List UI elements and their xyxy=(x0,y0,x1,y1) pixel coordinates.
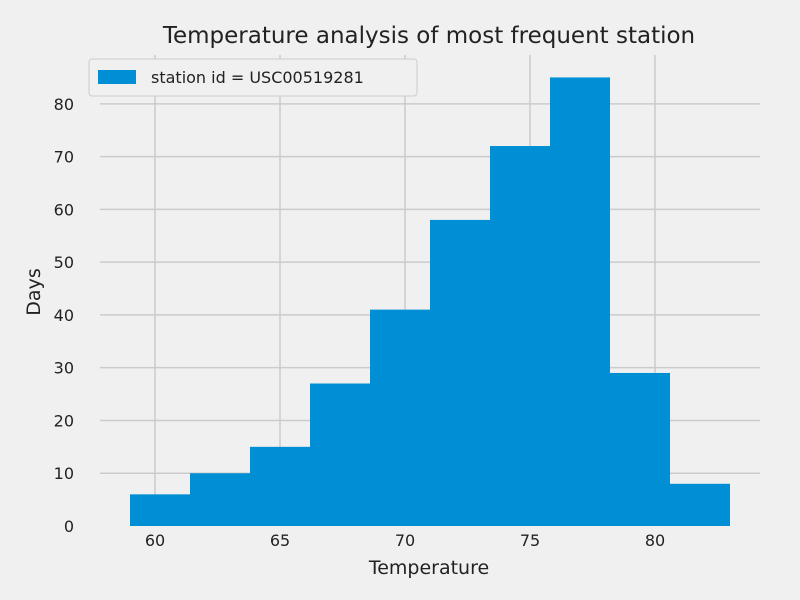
legend-box xyxy=(88,58,418,97)
x-tick-label: 65 xyxy=(270,531,290,550)
legend: station id = USC00519281 xyxy=(88,58,418,97)
histogram-bar xyxy=(310,383,370,526)
tick-labels: 60 65 70 75 80 0 10 20 30 40 50 60 70 80 xyxy=(54,95,666,550)
histogram-bar xyxy=(670,483,730,526)
x-tick-label: 70 xyxy=(395,531,415,550)
y-tick-label: 40 xyxy=(54,306,74,325)
y-tick-label: 20 xyxy=(54,411,74,430)
chart-title: Temperature analysis of most frequent st… xyxy=(162,23,695,49)
histogram-bar xyxy=(550,77,610,526)
histogram-bar xyxy=(370,309,430,526)
y-tick-label: 50 xyxy=(54,253,74,272)
y-tick-label: 10 xyxy=(54,464,74,483)
x-tick-label: 80 xyxy=(645,531,665,550)
histogram-bar xyxy=(250,446,310,526)
y-tick-label: 60 xyxy=(54,200,74,219)
histogram-bar xyxy=(190,473,250,526)
histogram-bar xyxy=(490,146,550,526)
y-axis-label: Days xyxy=(23,268,45,315)
y-tick-label: 70 xyxy=(54,148,74,167)
histogram-bar xyxy=(610,372,670,526)
histogram-bar xyxy=(130,494,190,526)
y-tick-label: 0 xyxy=(64,517,74,536)
x-axis-label: Temperature xyxy=(368,557,489,579)
legend-swatch xyxy=(98,70,136,84)
x-tick-label: 75 xyxy=(520,531,540,550)
histogram-bar xyxy=(430,219,490,527)
y-tick-label: 30 xyxy=(54,359,74,378)
y-tick-label: 80 xyxy=(54,95,74,114)
histogram-bars xyxy=(130,77,730,527)
legend-label: station id = USC00519281 xyxy=(151,68,364,87)
x-tick-label: 60 xyxy=(145,531,165,550)
